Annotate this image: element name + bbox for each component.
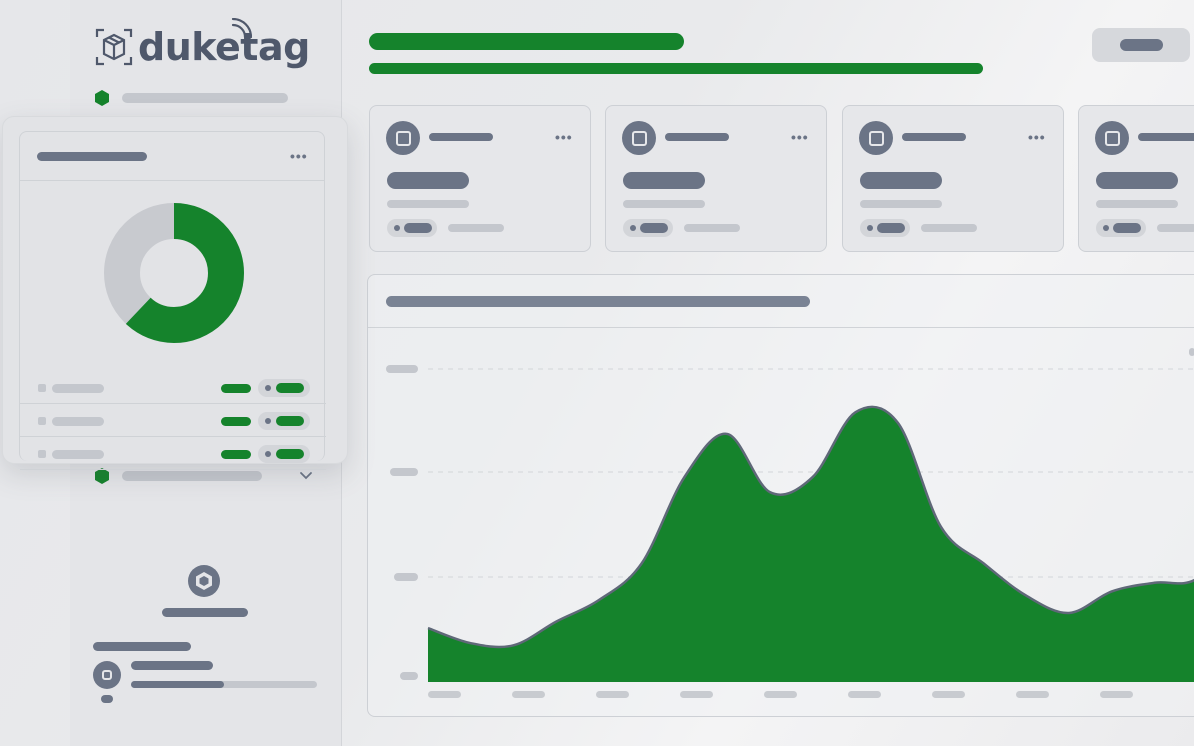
more-dots-icon[interactable]: ••• xyxy=(290,148,308,164)
chart-title xyxy=(386,296,810,307)
section-heading xyxy=(93,642,191,651)
card-badge xyxy=(1096,219,1146,237)
image-icon xyxy=(622,121,656,155)
card-trend-text xyxy=(684,224,740,232)
card-badge xyxy=(860,219,910,237)
card-title xyxy=(429,133,493,141)
status-dot xyxy=(101,695,113,703)
divider xyxy=(368,327,1194,328)
card-trend-text xyxy=(1157,224,1194,232)
sidebar-nav-item[interactable] xyxy=(122,93,288,103)
more-dots-icon[interactable]: ••• xyxy=(555,129,573,145)
card-caption xyxy=(860,200,942,208)
more-dots-icon[interactable]: ••• xyxy=(791,129,809,145)
legend-row[interactable] xyxy=(20,438,326,470)
card-title xyxy=(665,133,729,141)
chart-legend-toggle[interactable] xyxy=(1189,348,1194,356)
logo-box-icon xyxy=(95,28,133,66)
donut-card-title xyxy=(37,152,147,161)
stat-card[interactable]: ••• xyxy=(605,105,827,252)
stat-card[interactable]: ••• xyxy=(842,105,1064,252)
card-title xyxy=(902,133,966,141)
legend-label xyxy=(52,384,104,393)
donut-card: ••• xyxy=(2,116,348,470)
profile-name xyxy=(162,608,248,617)
card-title xyxy=(1138,133,1194,141)
signal-icon xyxy=(231,18,252,39)
storage-label xyxy=(131,661,213,670)
legend-badge xyxy=(258,445,310,463)
card-value xyxy=(1096,172,1178,189)
hexagon-icon xyxy=(95,90,109,106)
storage-progress-track xyxy=(131,681,317,688)
card-badge xyxy=(387,219,437,237)
stat-card[interactable] xyxy=(1078,105,1194,252)
stat-card[interactable]: ••• xyxy=(369,105,591,252)
legend-swatch xyxy=(38,384,46,392)
legend-badge xyxy=(258,379,310,397)
legend-swatch xyxy=(38,417,46,425)
legend-label xyxy=(52,450,104,459)
donut-segment-green xyxy=(104,203,244,343)
legend-row[interactable] xyxy=(20,405,326,437)
chevron-down-icon[interactable] xyxy=(299,471,313,481)
page-subtitle xyxy=(369,63,983,74)
legend-swatch xyxy=(38,450,46,458)
card-badge xyxy=(623,219,673,237)
legend-label xyxy=(52,417,104,426)
card-caption xyxy=(623,200,705,208)
card-caption xyxy=(1096,200,1178,208)
brand-logo[interactable]: duketag xyxy=(94,18,310,72)
card-value xyxy=(387,172,469,189)
divider xyxy=(20,180,324,181)
legend-row[interactable] xyxy=(20,372,326,404)
legend-badge xyxy=(258,412,310,430)
card-caption xyxy=(387,200,469,208)
hexagon-icon xyxy=(95,468,109,484)
brand-name: duketag xyxy=(138,25,310,69)
image-icon xyxy=(1095,121,1129,155)
legend-value xyxy=(221,450,251,459)
sidebar-nav-item[interactable] xyxy=(122,471,262,481)
page-title xyxy=(369,33,684,50)
legend-value xyxy=(221,384,251,393)
donut-card-panel: ••• xyxy=(19,131,326,470)
storage-progress-fill xyxy=(131,681,224,688)
card-value xyxy=(623,172,705,189)
chart-card xyxy=(367,274,1194,717)
legend-value xyxy=(221,417,251,426)
image-icon xyxy=(859,121,893,155)
shield-hexagon-icon xyxy=(188,565,220,597)
card-trend-text xyxy=(921,224,977,232)
card-value xyxy=(860,172,942,189)
image-icon xyxy=(386,121,420,155)
image-icon xyxy=(93,661,121,689)
more-dots-icon[interactable]: ••• xyxy=(1028,129,1046,145)
donut-chart xyxy=(104,203,244,343)
header-action-button[interactable] xyxy=(1092,28,1190,62)
card-trend-text xyxy=(448,224,504,232)
